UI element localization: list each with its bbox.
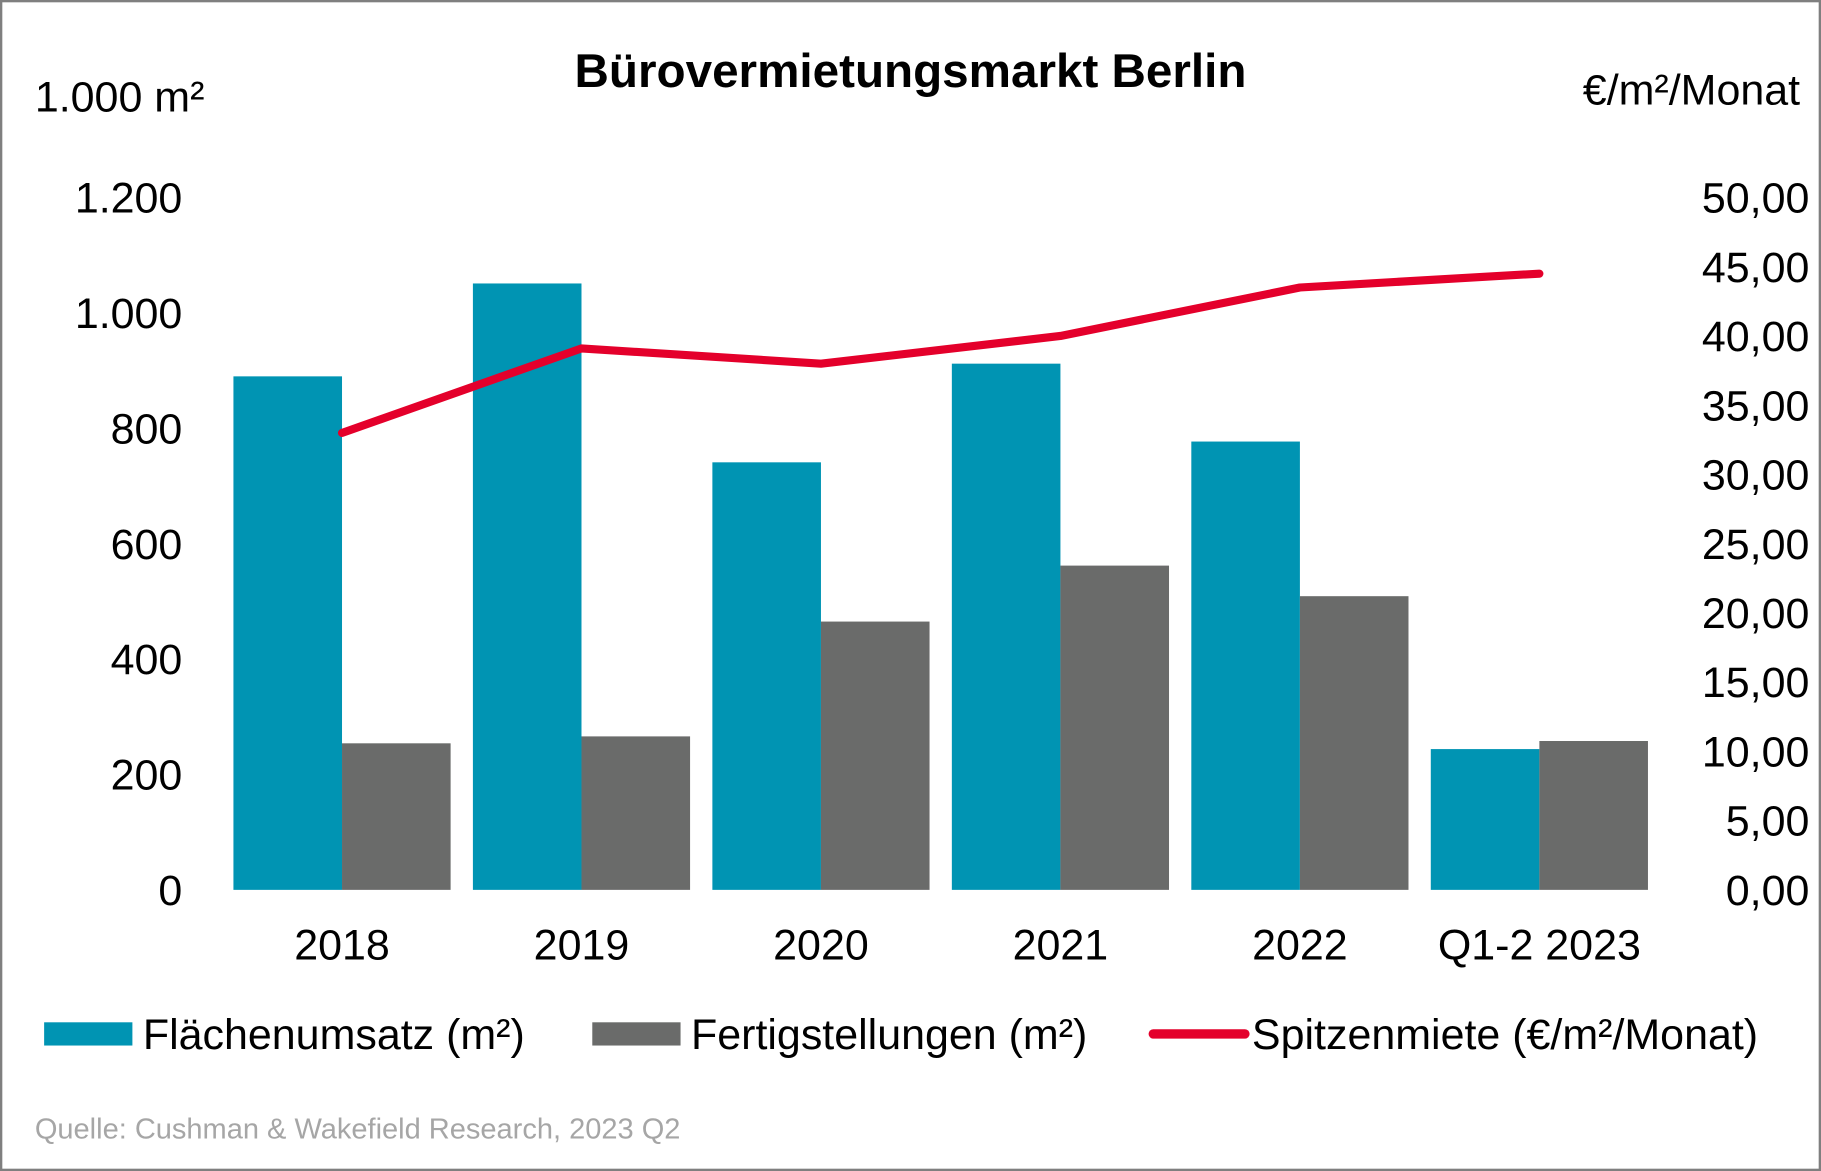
bar-fertigstellungen-2022 [1299, 596, 1409, 890]
x-tick-label: 2022 [1252, 922, 1348, 970]
right-tick-label: 50,00 [1702, 175, 1810, 223]
chart-title: Bürovermietungsmarkt Berlin [575, 45, 1247, 98]
bar-fertigstellungen-2018 [342, 743, 451, 890]
bar-fertigstellungen-2019 [581, 736, 691, 890]
right-tick-label: 30,00 [1702, 452, 1810, 500]
bar-flaechenumsatz-Q1-2-2023 [1430, 749, 1540, 890]
bar-flaechenumsatz-2020 [712, 462, 821, 890]
bar-flaechenumsatz-2021 [951, 363, 1061, 890]
left-tick-label: 1.200 [75, 175, 183, 223]
bar-flaechenumsatz-2022 [1191, 441, 1300, 890]
right-tick-label: 10,00 [1702, 728, 1810, 776]
left-tick-label: 800 [111, 405, 183, 453]
bar-fertigstellungen-2021 [1060, 565, 1170, 890]
bar-flaechenumsatz-2019 [472, 283, 582, 890]
source-note: Quelle: Cushman & Wakefield Research, 20… [35, 1113, 681, 1145]
line-spitzenmiete [337, 269, 1544, 437]
right-tick-label: 20,00 [1702, 590, 1810, 638]
legend-swatch-flaechenumsatz [44, 1022, 133, 1046]
right-tick-label: 40,00 [1702, 313, 1810, 361]
right-tick-label: 45,00 [1702, 244, 1810, 292]
left-tick-label: 200 [111, 752, 183, 800]
left-tick-label: 0 [158, 867, 182, 915]
left-tick-label: 400 [111, 636, 183, 684]
legend-label-spitzenmiete: Spitzenmiete (€/m²/Monat) [1252, 1011, 1758, 1059]
legend: Flächenumsatz (m²) Fertigstellungen (m²)… [44, 1011, 1758, 1059]
bar-fertigstellungen-Q1-2-2023 [1539, 741, 1648, 890]
left-axis-label: 1.000 m² [35, 74, 205, 122]
right-tick-label: 0,00 [1726, 867, 1810, 915]
bar-flaechenumsatz-2018 [233, 376, 343, 890]
x-tick-label: Q1-2 2023 [1438, 922, 1641, 970]
right-tick-label: 25,00 [1702, 521, 1810, 569]
right-tick-label: 15,00 [1702, 659, 1810, 707]
legend-label-flaechenumsatz: Flächenumsatz (m²) [143, 1011, 525, 1059]
right-tick-label: 5,00 [1726, 798, 1810, 846]
right-tick-label: 35,00 [1702, 382, 1810, 430]
x-tick-label: 2019 [534, 922, 630, 970]
legend-label-fertigstellungen: Fertigstellungen (m²) [691, 1011, 1087, 1059]
x-tick-label: 2018 [294, 922, 390, 970]
right-axis-label: €/m²/Monat [1583, 67, 1800, 115]
left-tick-label: 1.000 [75, 290, 183, 338]
left-tick-label: 600 [111, 521, 183, 569]
x-tick-label: 2020 [773, 922, 869, 970]
x-tick-label: 2021 [1013, 922, 1109, 970]
legend-swatch-fertigstellungen [592, 1022, 681, 1046]
bar-fertigstellungen-2020 [820, 621, 930, 890]
